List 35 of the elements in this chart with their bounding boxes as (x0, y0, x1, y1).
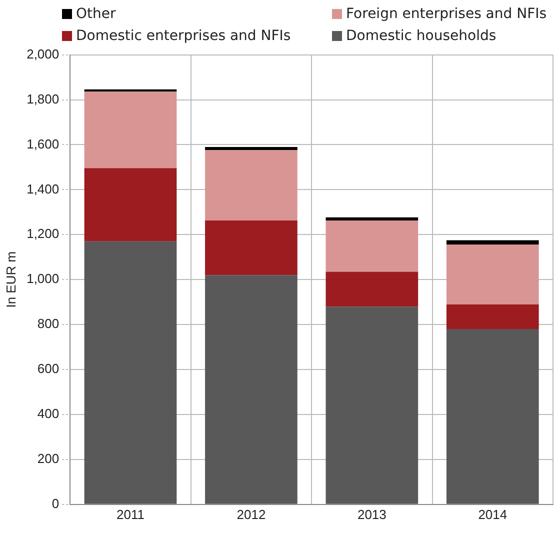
y-tick-label: 1,600 (26, 136, 60, 152)
bar (326, 272, 418, 307)
bar (84, 241, 177, 504)
y-tick-label: 1,400 (26, 181, 60, 196)
y-tick-label: 1,000 (26, 271, 60, 286)
bar (446, 329, 539, 504)
y-tick-label: 2,000 (26, 46, 60, 62)
legend-label: Other (76, 6, 116, 22)
y-axis-title: In EUR m (3, 251, 18, 308)
legend-label: Domestic households (346, 28, 496, 44)
x-tick-label: 2014 (478, 506, 508, 522)
x-tick-label: 2011 (116, 506, 144, 522)
bar (84, 168, 177, 242)
y-tick-label: 1,200 (26, 226, 60, 242)
bar (326, 306, 418, 504)
y-tick-label: 200 (37, 451, 60, 466)
y-tick-label: 0 (52, 496, 60, 511)
bar (205, 150, 298, 220)
x-tick-label: 2012 (236, 506, 266, 522)
y-tick-label: 1,800 (26, 91, 60, 106)
y-tick-label: 800 (37, 316, 60, 332)
bar (446, 244, 539, 304)
x-tick-label: 2013 (357, 506, 386, 522)
legend-label: Domestic enterprises and NFIs (76, 28, 291, 44)
bar (446, 240, 539, 245)
bar (205, 275, 298, 504)
y-tick-label: 600 (37, 361, 60, 376)
bar (326, 220, 418, 272)
bar (326, 217, 418, 220)
legend-label: Foreign enterprises and NFIs (346, 6, 547, 22)
bar (205, 220, 298, 276)
bar (205, 146, 298, 150)
bar (84, 92, 177, 168)
y-tick-label: 400 (37, 406, 60, 422)
bar (446, 304, 539, 330)
